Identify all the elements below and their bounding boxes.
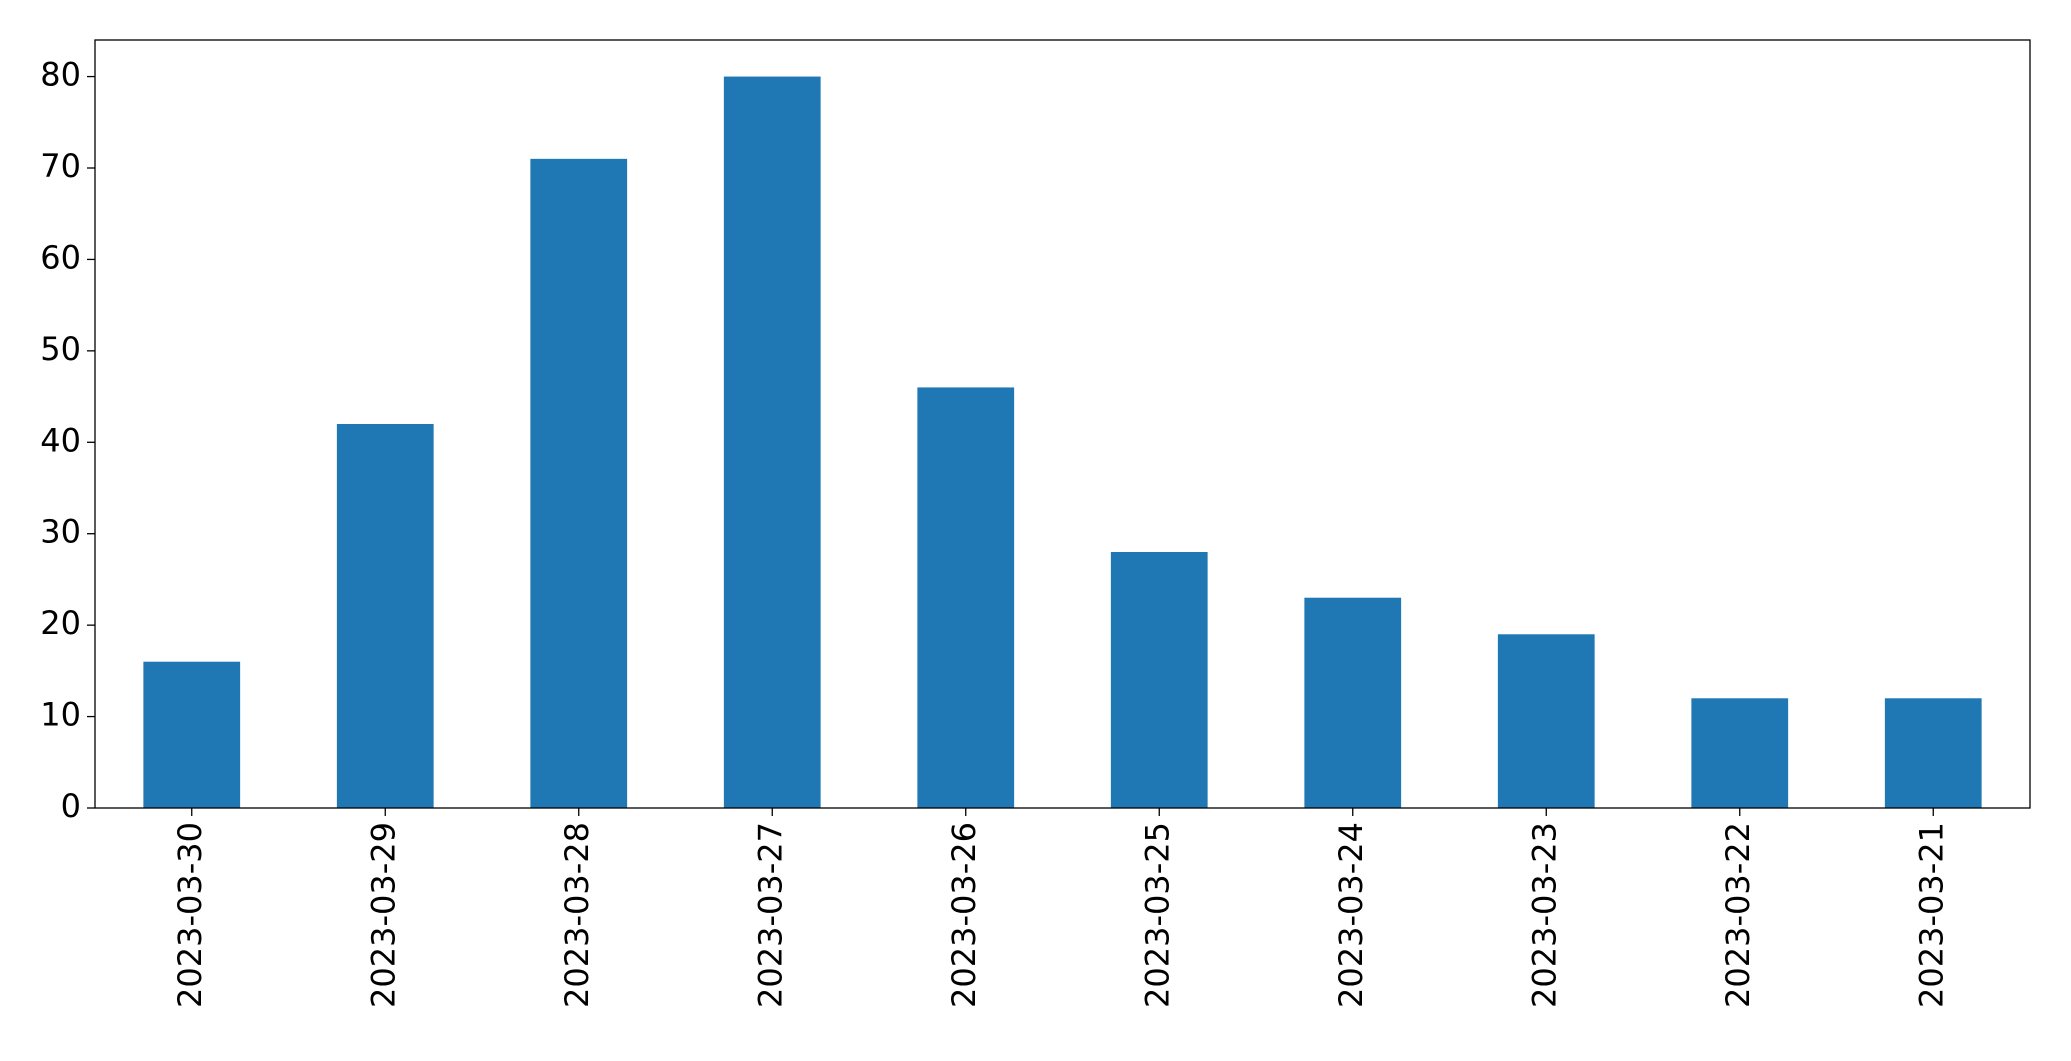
bar [336, 424, 434, 808]
bar [1497, 634, 1595, 808]
bar [1110, 552, 1208, 808]
x-tick-label: 2023-03-21 [1912, 822, 1950, 1008]
x-tick-label: 2023-03-22 [1719, 822, 1757, 1008]
y-tick-label: 30 [40, 513, 81, 551]
x-tick-label: 2023-03-25 [1138, 822, 1176, 1008]
x-tick-label: 2023-03-28 [558, 822, 596, 1008]
x-tick-label: 2023-03-27 [751, 822, 789, 1008]
y-tick-label: 50 [40, 330, 81, 368]
bar [723, 76, 821, 809]
bar [917, 387, 1015, 808]
x-tick-label: 2023-03-26 [945, 822, 983, 1008]
bar [530, 158, 628, 808]
x-tick-label: 2023-03-23 [1525, 822, 1563, 1008]
y-tick-label: 60 [40, 238, 81, 276]
bar [143, 661, 241, 808]
y-tick-label: 40 [40, 421, 81, 459]
y-tick-label: 0 [61, 787, 81, 825]
x-tick-label: 2023-03-29 [364, 822, 402, 1008]
bar [1304, 597, 1402, 808]
bar [1691, 698, 1789, 808]
bar [1884, 698, 1982, 808]
x-tick-label: 2023-03-30 [171, 822, 209, 1008]
plot-frame [94, 39, 2031, 809]
x-tick-label: 2023-03-24 [1332, 822, 1370, 1008]
y-tick-label: 70 [40, 147, 81, 185]
y-tick-label: 80 [40, 56, 81, 94]
y-tick-label: 20 [40, 604, 81, 642]
y-tick-label: 10 [40, 696, 81, 734]
